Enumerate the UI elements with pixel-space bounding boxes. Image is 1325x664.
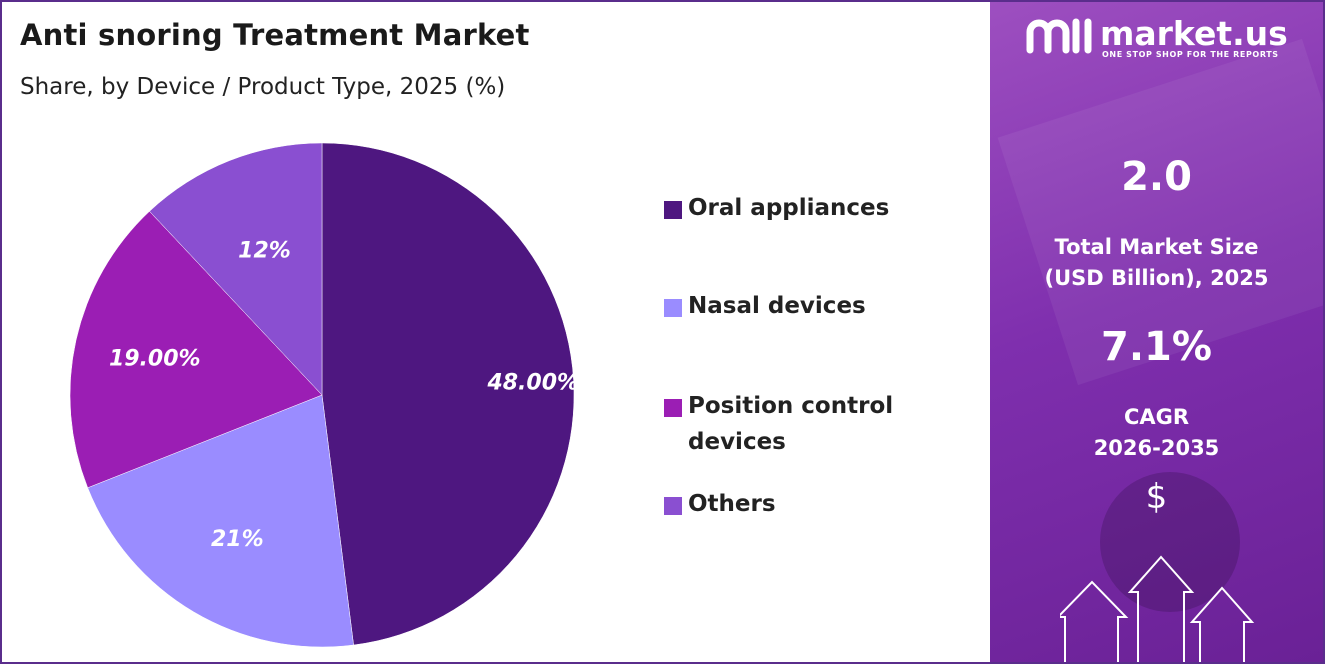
legend-label-position-control-line2: devices (688, 429, 786, 455)
pie-slice-oral-appliances (321, 142, 575, 646)
market-size-label-line1: Total Market Size (1054, 235, 1259, 259)
chart-title: Anti snoring Treatment Market (20, 18, 530, 52)
legend-swatch-oral-appliances (664, 201, 682, 219)
logo-tagline: ONE STOP SHOP FOR THE REPORTS (1102, 50, 1279, 59)
logo-wordmark: market.us (1100, 14, 1288, 53)
market-us-logo-icon (1026, 18, 1092, 54)
pie-label-nasal-devices: 21% (211, 527, 264, 552)
pie-slice-others (149, 142, 323, 396)
summary-panel: market.us ONE STOP SHOP FOR THE REPORTS … (990, 2, 1323, 662)
growth-arrows-icon (1060, 555, 1255, 662)
dollar-icon: $ (1145, 477, 1168, 517)
pie-label-others: 12% (238, 239, 291, 264)
cagr-value: 7.1% (1101, 324, 1212, 370)
pie-slice-nasal-devices (87, 394, 354, 648)
legend-item-nasal-devices: Nasal devices (664, 288, 924, 324)
legend-item-oral-appliances: Oral appliances (664, 190, 924, 226)
pie-label-position-control-devices: 19.00% (109, 347, 201, 372)
legend-swatch-position-control-devices (664, 399, 682, 417)
market-size-value: 2.0 (1121, 154, 1192, 200)
cagr-label-line2: 2026-2035 (1093, 436, 1220, 460)
pie-chart: 48.00% 21% 19.00% 12% (69, 142, 579, 648)
market-size-label-line2: (USD Billion), 2025 (1044, 266, 1269, 290)
pie-label-oral-appliances: 48.00% (486, 371, 579, 396)
legend-swatch-nasal-devices (664, 299, 682, 317)
legend-label-position-control-line1: Position control (688, 393, 894, 419)
panel-background-circle (1100, 472, 1240, 612)
legend-item-position-control-devices: Position control devices (664, 388, 924, 460)
legend-label-others: Others (688, 491, 776, 517)
legend-label-oral-appliances: Oral appliances (688, 195, 890, 221)
cagr-label-line1: CAGR (1123, 405, 1190, 429)
legend-label-nasal-devices: Nasal devices (688, 293, 866, 319)
pie-slice-position-control-devices (69, 210, 323, 489)
chart-subtitle: Share, by Device / Product Type, 2025 (%… (20, 74, 506, 100)
legend-swatch-others (664, 497, 682, 515)
legend-item-others: Others (664, 486, 924, 522)
